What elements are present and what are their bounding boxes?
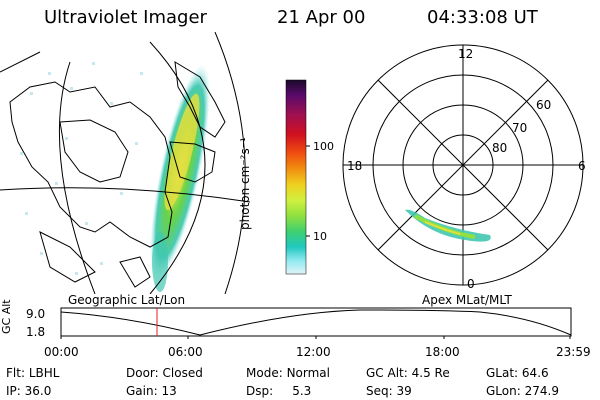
info-gc-alt: GC Alt: 4.5 Re — [366, 366, 450, 380]
info-glat: GLat: 64.6 — [486, 366, 549, 380]
noise-speckle — [20, 62, 143, 275]
orbit-xtick-3: 18:00 — [425, 345, 460, 359]
polar-aurora-oval — [405, 209, 491, 242]
colorbar-tick-10: 10 — [313, 230, 327, 243]
geographic-map — [0, 32, 250, 294]
mlat-70-label: 70 — [512, 121, 528, 135]
colorbar — [285, 79, 310, 275]
mlat-80-label: 80 — [492, 141, 508, 155]
mlt-18-label: 18 — [347, 159, 363, 173]
mlt-0-label: 0 — [467, 277, 475, 291]
info-glon: GLon: 274.9 — [486, 384, 559, 398]
info-seq: Seq: 39 — [366, 384, 412, 398]
geographic-label: Geographic Lat/Lon — [68, 293, 186, 307]
colorbar-unit-label: photon cm⁻²s⁻¹ — [238, 137, 252, 230]
info-ip: IP: 36.0 — [6, 384, 52, 398]
coastlines — [9, 61, 226, 288]
colorbar-scale — [285, 79, 307, 275]
mlat-60-label: 60 — [536, 98, 552, 112]
polar-plot — [342, 44, 584, 286]
orbit-xtick-1: 06:00 — [168, 345, 203, 359]
orbit-ytick-bottom: 1.8 — [26, 325, 46, 339]
info-mode: Mode: Normal — [246, 366, 330, 380]
orbit-xtick-0: 00:00 — [44, 345, 79, 359]
orbit-ytick-top: 9.0 — [26, 307, 46, 321]
time-label: 04:33:08 UT — [427, 7, 538, 28]
info-door: Door: Closed — [126, 366, 203, 380]
lat-lon-grid — [0, 32, 250, 294]
altitude-curve — [60, 309, 572, 336]
orbit-axis-label: GC Alt — [0, 299, 13, 334]
orbit-altitude-plot — [60, 307, 572, 339]
info-gain: Gain: 13 — [126, 384, 177, 398]
mlt-6-label: 6 — [578, 159, 586, 173]
app-title: Ultraviolet Imager — [44, 7, 207, 28]
orbit-xtick-4: 23:59 — [556, 345, 591, 359]
polar-grid — [342, 44, 584, 286]
orbit-xtick-2: 12:00 — [296, 345, 331, 359]
info-dsp: Dsp: 5.3 — [246, 384, 312, 398]
colorbar-tick-100: 100 — [313, 140, 334, 153]
mlt-12-label: 12 — [458, 47, 474, 61]
info-flt: Flt: LBHL — [6, 366, 60, 380]
apex-label: Apex MLat/MLT — [422, 293, 512, 307]
date-label: 21 Apr 00 — [277, 7, 366, 28]
